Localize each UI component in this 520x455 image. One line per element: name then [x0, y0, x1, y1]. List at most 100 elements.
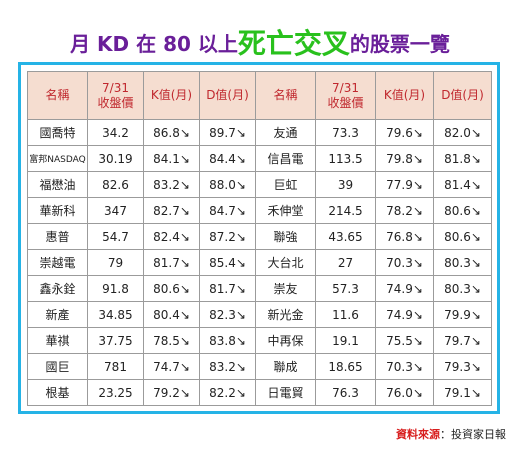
value-cell: 82.6	[87, 171, 144, 198]
value-cell: 84.1↘	[143, 145, 200, 172]
table-frame: 名稱 7/31 收盤價 K值(月) D值(月) 名稱 7/31 收盤價 K值(月) D值(月) 國…	[18, 62, 500, 414]
value-cell: 43.65	[315, 223, 376, 250]
value-cell: 214.5	[315, 197, 376, 224]
table-row: 惠普 54.7 82.4↘ 87.2↘ 聯強 43.65 76.8↘ 80.6↘	[27, 223, 492, 250]
value-cell: 78.5↘	[143, 327, 200, 354]
value-cell: 83.2↘	[143, 171, 200, 198]
stock-name-cell: 大台北	[255, 249, 316, 276]
stock-name-cell: 惠普	[27, 223, 88, 250]
value-cell: 79.7↘	[433, 327, 492, 354]
value-cell: 81.7↘	[199, 275, 256, 302]
stock-name-cell: 華新科	[27, 197, 88, 224]
value-cell: 81.7↘	[143, 249, 200, 276]
column-header: 7/31 收盤價	[87, 71, 144, 120]
title-prefix: 月 KD 在 80 以上	[70, 32, 238, 56]
table-row: 鑫永銓 91.8 80.6↘ 81.7↘ 崇友 57.3 74.9↘ 80.3↘	[27, 275, 492, 302]
stock-name-cell: 禾伸堂	[255, 197, 316, 224]
value-cell: 84.7↘	[199, 197, 256, 224]
stock-name-cell: 根基	[27, 379, 88, 406]
value-cell: 79.3↘	[433, 353, 492, 380]
table-row: 福懋油 82.6 83.2↘ 88.0↘ 巨虹 39 77.9↘ 81.4↘	[27, 171, 492, 198]
value-cell: 85.4↘	[199, 249, 256, 276]
table-row: 新產 34.85 80.4↘ 82.3↘ 新光金 11.6 74.9↘ 79.9↘	[27, 301, 492, 328]
value-cell: 83.2↘	[199, 353, 256, 380]
table-row: 華祺 37.75 78.5↘ 83.8↘ 中再保 19.1 75.5↘ 79.7↘	[27, 327, 492, 354]
value-cell: 82.2↘	[199, 379, 256, 406]
table-row: 國喬特 34.2 86.8↘ 89.7↘ 友通 73.3 79.6↘ 82.0↘	[27, 119, 492, 146]
column-header: 名稱	[255, 71, 316, 120]
value-cell: 76.3	[315, 379, 376, 406]
value-cell: 30.19	[87, 145, 144, 172]
title-suffix: 的股票一覽	[349, 32, 450, 56]
value-cell: 81.4↘	[433, 171, 492, 198]
value-cell: 79.2↘	[143, 379, 200, 406]
value-cell: 78.2↘	[375, 197, 434, 224]
value-cell: 54.7	[87, 223, 144, 250]
value-cell: 77.9↘	[375, 171, 434, 198]
value-cell: 70.3↘	[375, 249, 434, 276]
table-body: 國喬特 34.2 86.8↘ 89.7↘ 友通 73.3 79.6↘ 82.0↘ 富邦NASDA…	[27, 119, 492, 406]
column-header: K值(月)	[143, 71, 200, 120]
value-cell: 70.3↘	[375, 353, 434, 380]
value-cell: 39	[315, 171, 376, 198]
value-cell: 80.4↘	[143, 301, 200, 328]
value-cell: 80.6↘	[143, 275, 200, 302]
value-cell: 34.2	[87, 119, 144, 146]
table-row: 崇越電 79 81.7↘ 85.4↘ 大台北 27 70.3↘ 80.3↘	[27, 249, 492, 276]
column-header: D值(月)	[433, 71, 492, 120]
value-cell: 80.6↘	[433, 223, 492, 250]
value-cell: 80.3↘	[433, 275, 492, 302]
value-cell: 82.4↘	[143, 223, 200, 250]
value-cell: 74.7↘	[143, 353, 200, 380]
value-cell: 74.9↘	[375, 275, 434, 302]
value-cell: 75.5↘	[375, 327, 434, 354]
stock-name-cell: 日電貿	[255, 379, 316, 406]
value-cell: 82.0↘	[433, 119, 492, 146]
value-cell: 79.1↘	[433, 379, 492, 406]
value-cell: 86.8↘	[143, 119, 200, 146]
column-header: 名稱	[27, 71, 88, 120]
value-cell: 57.3	[315, 275, 376, 302]
stock-name-cell: 新光金	[255, 301, 316, 328]
value-cell: 11.6	[315, 301, 376, 328]
value-cell: 76.0↘	[375, 379, 434, 406]
stock-name-cell: 國喬特	[27, 119, 88, 146]
value-cell: 34.85	[87, 301, 144, 328]
title-highlight: 死亡交叉	[237, 27, 350, 60]
value-cell: 84.4↘	[199, 145, 256, 172]
stock-name-cell: 中再保	[255, 327, 316, 354]
column-header: 7/31 收盤價	[315, 71, 376, 120]
value-cell: 18.65	[315, 353, 376, 380]
value-cell: 82.7↘	[143, 197, 200, 224]
stock-name-cell: 國巨	[27, 353, 88, 380]
page-title: 月 KD 在 80 以上死亡交叉的股票一覽	[0, 22, 520, 62]
value-cell: 87.2↘	[199, 223, 256, 250]
value-cell: 19.1	[315, 327, 376, 354]
stock-name-cell: 富邦NASDAQ	[27, 145, 88, 172]
value-cell: 781	[87, 353, 144, 380]
value-cell: 79.9↘	[433, 301, 492, 328]
table-row: 國巨 781 74.7↘ 83.2↘ 聯成 18.65 70.3↘ 79.3↘	[27, 353, 492, 380]
column-header: D值(月)	[199, 71, 256, 120]
stock-name-cell: 巨虹	[255, 171, 316, 198]
value-cell: 73.3	[315, 119, 376, 146]
value-cell: 347	[87, 197, 144, 224]
value-cell: 37.75	[87, 327, 144, 354]
stock-name-cell: 華祺	[27, 327, 88, 354]
value-cell: 27	[315, 249, 376, 276]
value-cell: 83.8↘	[199, 327, 256, 354]
table-row: 華新科 347 82.7↘ 84.7↘ 禾伸堂 214.5 78.2↘ 80.6↘	[27, 197, 492, 224]
value-cell: 79	[87, 249, 144, 276]
table-row: 富邦NASDAQ 30.19 84.1↘ 84.4↘ 信昌電 113.5 79.8↘ 81.8…	[27, 145, 492, 172]
column-header: K值(月)	[375, 71, 434, 120]
value-cell: 79.6↘	[375, 119, 434, 146]
header-row: 名稱 7/31 收盤價 K值(月) D值(月) 名稱 7/31 收盤價 K值(月) D值(月)	[27, 71, 492, 120]
stock-name-cell: 友通	[255, 119, 316, 146]
stock-name-cell: 福懋油	[27, 171, 88, 198]
value-cell: 89.7↘	[199, 119, 256, 146]
value-cell: 80.3↘	[433, 249, 492, 276]
stock-table: 名稱 7/31 收盤價 K值(月) D值(月) 名稱 7/31 收盤價 K值(月) D值(月) 國…	[27, 71, 492, 406]
stock-name-cell: 鑫永銓	[27, 275, 88, 302]
value-cell: 23.25	[87, 379, 144, 406]
source-note: 資料來源：投資家日報	[396, 426, 506, 442]
